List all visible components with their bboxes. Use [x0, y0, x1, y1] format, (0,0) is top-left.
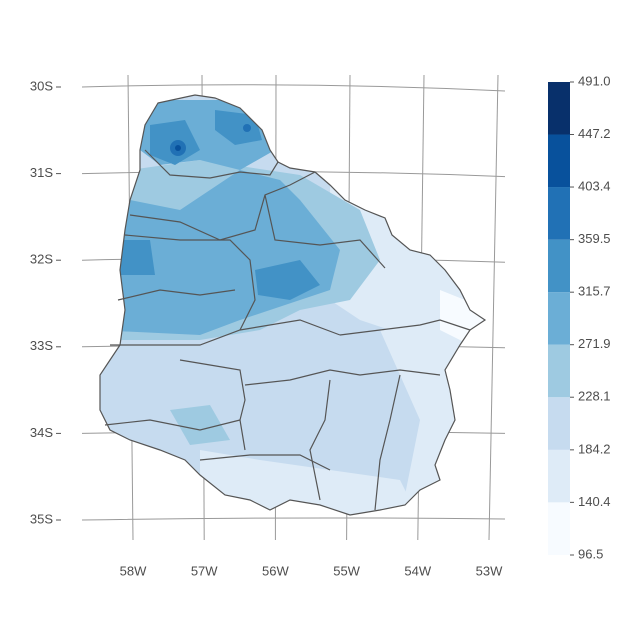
legend-swatch: [548, 502, 570, 555]
department-border: [339, 319, 471, 336]
legend-swatch: [548, 239, 570, 293]
legend-label: 447.2: [578, 126, 611, 141]
legend: 96.5 140.4 184.2 228.1 271.9 315.7 359.5 403.4 4…: [548, 73, 611, 561]
legend-swatch: [548, 187, 570, 240]
legend-swatch: [548, 397, 570, 450]
department-border: [104, 419, 241, 431]
department-borders: [99, 94, 486, 516]
field-zone: [255, 260, 320, 300]
legend-label: 403.4: [578, 178, 611, 193]
legend-label: 228.1: [578, 389, 611, 404]
lon-label: 56W: [262, 563, 289, 578]
legend-label: 315.7: [578, 284, 611, 299]
lat-label: 33S: [30, 338, 53, 353]
department-border: [129, 171, 316, 241]
legend-label: 359.5: [578, 231, 611, 246]
legend-label: 271.9: [578, 336, 611, 351]
legend-swatch: [548, 344, 570, 398]
department-border: [179, 359, 246, 451]
longitude-line: [488, 74, 499, 541]
latitude-line: [81, 84, 506, 92]
department-border: [199, 454, 331, 471]
department-border: [374, 374, 401, 511]
legend-swatch: [548, 292, 570, 345]
legend-label: 184.2: [578, 441, 611, 456]
lon-label: 57W: [191, 563, 218, 578]
lat-label: 30S: [30, 78, 53, 93]
legend-label: 140.4: [578, 494, 611, 509]
lat-label: 34S: [30, 425, 53, 440]
legend-label: 96.5: [578, 546, 603, 561]
department-border: [264, 194, 386, 269]
field-zone: [175, 145, 181, 151]
lon-label: 53W: [476, 563, 503, 578]
lat-label: 31S: [30, 165, 53, 180]
legend-swatch: [548, 449, 570, 503]
department-border: [117, 289, 236, 301]
department-border: [144, 149, 279, 179]
latitude-line: [81, 517, 506, 521]
department-border: [110, 319, 341, 346]
lon-label: 58W: [120, 563, 147, 578]
field-zone: [170, 405, 230, 445]
department-border: [244, 369, 441, 386]
legend-swatch: [548, 134, 570, 188]
lon-label: 55W: [333, 563, 360, 578]
department-border: [124, 234, 256, 331]
lon-label: 54W: [404, 563, 431, 578]
legend-swatch: [548, 82, 570, 135]
department-border: [309, 379, 331, 501]
field-zone: [120, 240, 155, 275]
field-zone: [243, 124, 251, 132]
lat-label: 35S: [30, 511, 53, 526]
legend-label: 491.0: [578, 73, 611, 88]
lat-label: 32S: [30, 252, 53, 267]
